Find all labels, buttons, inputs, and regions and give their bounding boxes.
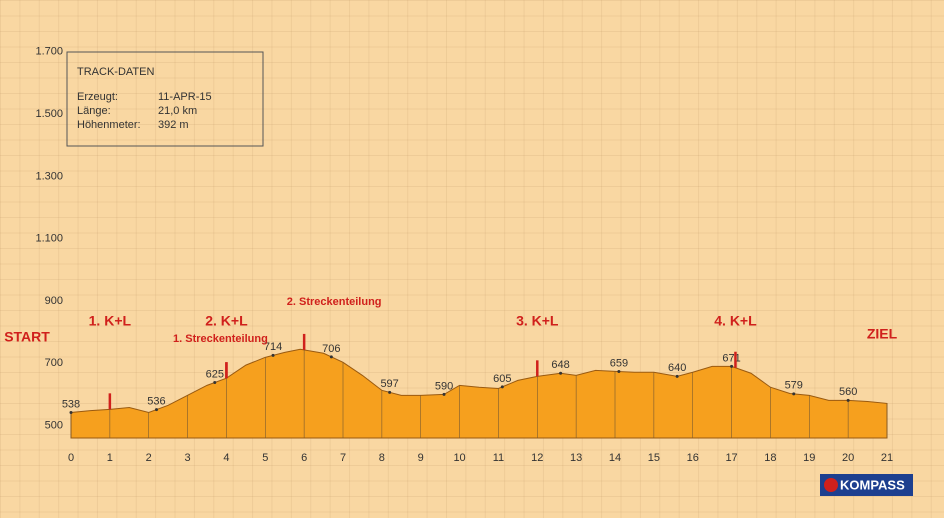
y-tick-label: 700 — [45, 357, 63, 369]
checkpoint-label: 3. K+L — [516, 313, 559, 329]
checkpoint-label: 4. K+L — [714, 313, 757, 329]
spot-height: 706 — [322, 343, 340, 355]
x-tick-label: 12 — [531, 452, 543, 464]
x-tick-label: 21 — [881, 452, 893, 464]
x-tick-label: 2 — [146, 452, 152, 464]
elevation-area — [70, 348, 888, 439]
spot-height: 671 — [722, 352, 740, 364]
x-tick-label: 7 — [340, 452, 346, 464]
x-tick-label: 1 — [107, 452, 113, 464]
spot-dot — [213, 380, 217, 384]
track-value: 11-APR-15 — [158, 91, 212, 103]
y-tick-label: 900 — [45, 295, 63, 307]
spot-dot — [559, 371, 563, 375]
spot-dot — [846, 398, 850, 402]
x-tick-label: 8 — [379, 452, 385, 464]
spot-dot — [388, 390, 392, 394]
spot-dot — [271, 353, 275, 357]
spot-height: 536 — [147, 396, 165, 408]
spot-height: 579 — [785, 380, 803, 392]
spot-dot — [617, 370, 621, 374]
spot-dot — [675, 374, 679, 378]
x-tick-label: 0 — [68, 452, 74, 464]
finish-label: ZIEL — [867, 326, 898, 342]
spot-dot — [442, 392, 446, 396]
track-title: TRACK-DATEN — [77, 66, 154, 78]
logo-icon — [824, 478, 838, 492]
track-box — [66, 51, 264, 147]
spot-dot — [500, 385, 504, 389]
spot-dot — [69, 410, 73, 414]
split-label: 2. Streckenteilung — [287, 296, 382, 308]
start-label: START — [4, 329, 50, 345]
y-tick-label: 1.300 — [35, 170, 63, 182]
x-tick-label: 11 — [493, 452, 504, 464]
x-tick-label: 16 — [687, 452, 699, 464]
x-tick-label: 14 — [609, 452, 621, 464]
spot-height: 659 — [610, 357, 628, 369]
y-tick-label: 500 — [45, 419, 63, 431]
x-tick-label: 18 — [764, 452, 776, 464]
x-tick-label: 4 — [223, 452, 229, 464]
spot-height: 605 — [493, 373, 511, 385]
checkpoint-label: 2. K+L — [205, 313, 248, 329]
y-tick-label: 1.100 — [35, 233, 63, 245]
y-tick-label: 1.700 — [35, 46, 63, 58]
x-tick-label: 5 — [262, 452, 268, 464]
spot-dot — [329, 355, 333, 359]
split-label: 1. Streckenteilung — [173, 333, 268, 345]
spot-height: 714 — [264, 341, 282, 353]
x-tick-label: 9 — [418, 452, 424, 464]
x-tick-label: 6 — [301, 452, 307, 464]
x-tick-label: 17 — [725, 452, 737, 464]
spot-height: 538 — [62, 398, 80, 410]
x-tick-label: 15 — [648, 452, 660, 464]
spot-dot — [730, 364, 734, 368]
spot-dot — [154, 408, 158, 412]
spot-height: 590 — [435, 380, 453, 392]
x-tick-label: 19 — [803, 452, 815, 464]
track-value: 21,0 km — [158, 105, 197, 117]
spot-height: 648 — [551, 359, 569, 371]
spot-height: 597 — [380, 378, 398, 390]
spot-height: 560 — [839, 386, 857, 398]
spot-dot — [792, 392, 796, 396]
checkpoint-label: 1. K+L — [89, 313, 132, 329]
track-key: Höhenmeter: — [77, 119, 141, 131]
logo-box — [820, 474, 913, 496]
spot-height: 640 — [668, 362, 686, 374]
track-value: 392 m — [158, 119, 189, 131]
track-key: Länge: — [77, 105, 111, 117]
spot-height: 625 — [206, 368, 224, 380]
y-tick-label: 1.500 — [35, 108, 63, 120]
logo: KOMPASS — [840, 477, 905, 492]
x-tick-label: 10 — [453, 452, 465, 464]
x-tick-label: 13 — [570, 452, 582, 464]
x-tick-label: 20 — [842, 452, 854, 464]
track-key: Erzeugt: — [77, 91, 118, 103]
x-tick-label: 3 — [185, 452, 191, 464]
